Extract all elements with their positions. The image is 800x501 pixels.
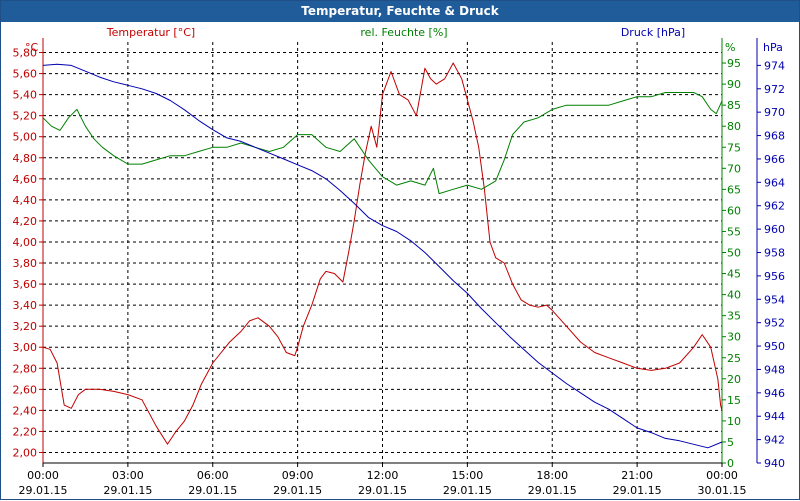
humidity-tick-label: 25 [727,352,741,365]
pressure-tick-label: 942 [764,434,785,447]
x-tick-date-label: 29.01.15 [103,484,152,497]
humidity-tick-label: 20 [727,373,741,386]
pressure-tick-label: 956 [764,270,785,283]
x-tick-time-label: 18:00 [536,469,568,482]
temperature-tick-label: 4,60 [13,173,38,186]
x-tick-date-label: 30.01.15 [698,484,747,497]
temperature-tick-label: 5,80 [13,47,38,60]
temperature-series-line [42,62,723,445]
humidity-tick-label: 60 [727,204,741,217]
x-tick-date-label: 29.01.15 [188,484,237,497]
x-tick-time-label: 21:00 [621,469,653,482]
humidity-tick-label: 10 [727,415,741,428]
temperature-tick-label: 4,80 [13,152,38,165]
temperature-axis-title: Temperatur [°C] [106,26,195,39]
x-tick-date-label: 29.01.15 [443,484,492,497]
humidity-series-line [42,92,723,195]
humidity-tick-label: 30 [727,331,741,344]
temperature-unit-label: °C [25,41,39,54]
x-tick-date-label: 29.01.15 [358,484,407,497]
temperature-tick-label: 3,80 [13,257,38,270]
temperature-tick-label: 5,00 [13,131,38,144]
humidity-tick-label: 0 [727,457,734,470]
temperature-tick-label: 5,20 [13,110,38,123]
x-tick-time-label: 00:00 [27,469,59,482]
x-tick-time-label: 06:00 [197,469,229,482]
humidity-tick-label: 70 [727,162,741,175]
temperature-tick-label: 2,20 [13,425,38,438]
x-tick-date-label: 29.01.15 [613,484,662,497]
humidity-tick-label: 50 [727,247,741,260]
pressure-tick-label: 970 [764,106,785,119]
pressure-tick-label: 962 [764,200,785,213]
humidity-tick-label: 15 [727,394,741,407]
x-tick-time-label: 15:00 [452,469,484,482]
humidity-unit-label: % [725,41,735,54]
pressure-tick-label: 950 [764,340,785,353]
pressure-tick-label: 946 [764,387,785,400]
humidity-axis-title: rel. Feuchte [%] [360,26,447,39]
humidity-tick-label: 90 [727,78,741,91]
pressure-tick-label: 968 [764,130,785,143]
pressure-series-line [42,63,723,449]
temperature-tick-label: 2,40 [13,404,38,417]
temperature-tick-label: 4,00 [13,236,38,249]
x-tick-date-label: 29.01.15 [19,484,68,497]
pressure-tick-label: 948 [764,363,785,376]
window-title: Temperatur, Feuchte & Druck [1,1,799,22]
humidity-tick-label: 75 [727,141,741,154]
x-tick-date-label: 29.01.15 [273,484,322,497]
humidity-tick-label: 35 [727,310,741,323]
x-tick-date-label: 29.01.15 [528,484,577,497]
temperature-tick-label: 5,60 [13,68,38,81]
pressure-tick-label: 966 [764,153,785,166]
temperature-tick-label: 3,40 [13,299,38,312]
temperature-tick-label: 4,20 [13,215,38,228]
pressure-tick-label: 960 [764,223,785,236]
temperature-tick-label: 3,60 [13,278,38,291]
humidity-tick-label: 45 [727,268,741,281]
pressure-tick-label: 964 [764,176,785,189]
pressure-tick-label: 952 [764,317,785,330]
temperature-tick-label: 2,60 [13,383,38,396]
pressure-tick-label: 954 [764,293,785,306]
x-tick-time-label: 03:00 [112,469,144,482]
humidity-tick-label: 65 [727,183,741,196]
humidity-tick-label: 55 [727,225,741,238]
temperature-tick-label: 2,80 [13,362,38,375]
x-tick-time-label: 09:00 [282,469,314,482]
humidity-tick-label: 40 [727,289,741,302]
humidity-tick-label: 85 [727,99,741,112]
x-tick-time-label: 12:00 [367,469,399,482]
temperature-tick-label: 4,40 [13,194,38,207]
humidity-tick-label: 95 [727,57,741,70]
pressure-tick-label: 972 [764,83,785,96]
temperature-tick-label: 3,00 [13,341,38,354]
pressure-tick-label: 944 [764,410,785,423]
temperature-tick-label: 5,40 [13,89,38,102]
pressure-unit-label: hPa [763,41,783,54]
x-tick-time-label: 00:00 [706,469,738,482]
humidity-tick-label: 80 [727,120,741,133]
temperature-tick-label: 2,00 [13,446,38,459]
pressure-tick-label: 958 [764,247,785,260]
pressure-tick-label: 940 [764,457,785,470]
pressure-axis-title: Druck [hPa] [621,26,685,39]
pressure-tick-label: 974 [764,59,785,72]
temperature-tick-label: 3,20 [13,320,38,333]
humidity-tick-label: 5 [727,436,734,449]
